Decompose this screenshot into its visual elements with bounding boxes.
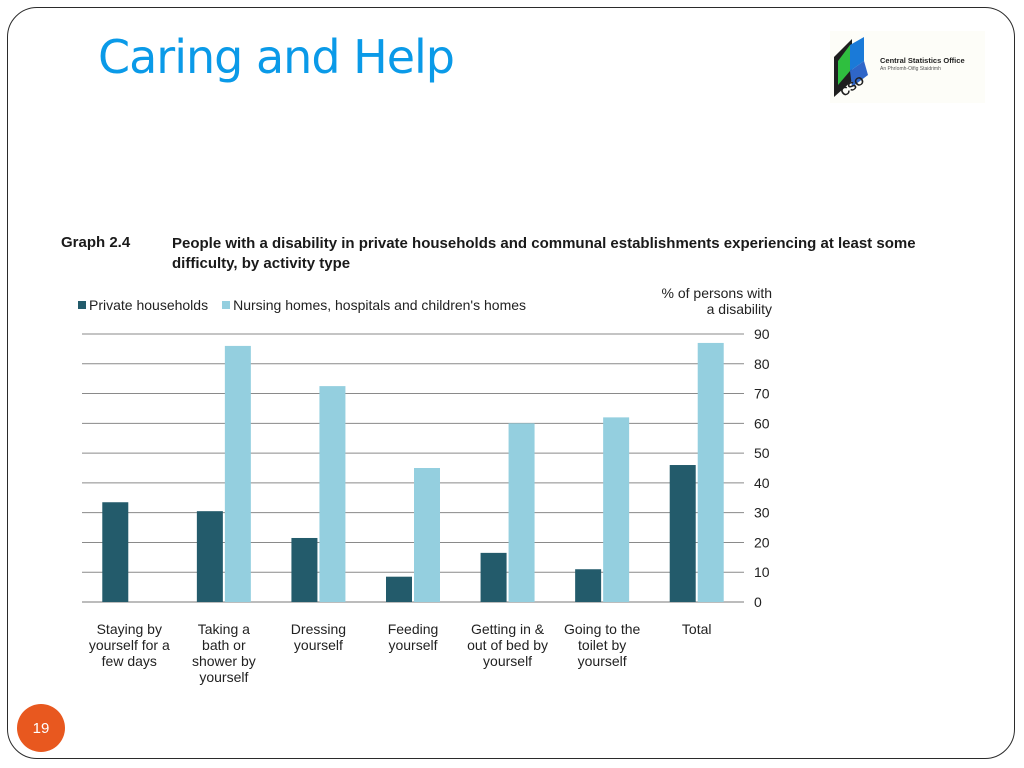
x-tick-label: Getting in & out of bed by yourself	[467, 621, 548, 669]
x-tick-label: Staying by yourself for a few days	[89, 621, 170, 669]
bar-nursing-homes	[603, 417, 630, 602]
bar-nursing-homes	[508, 423, 535, 602]
chart-legend: Private households Nursing homes, hospit…	[78, 297, 540, 313]
y-tick-label: 40	[754, 475, 770, 491]
y-tick-label: 80	[754, 356, 770, 372]
y-tick-label: 0	[754, 594, 762, 610]
x-tick-label: Going to the toilet by yourself	[564, 621, 640, 669]
bar-private-households	[102, 502, 129, 602]
legend-item-nursing: Nursing homes, hospitals and children's …	[222, 297, 526, 313]
legend-label-private: Private households	[89, 297, 209, 313]
cso-logo-mark: CSO	[834, 37, 868, 99]
bar-nursing-homes	[697, 342, 724, 602]
y-tick-label: 90	[754, 326, 770, 342]
x-tick-label: Feeding yourself	[388, 621, 439, 653]
y-axis-unit-line-2: a disability	[706, 301, 772, 317]
slide-title: Caring and Help	[98, 30, 455, 84]
y-tick-label: 30	[754, 505, 770, 521]
slide-frame	[7, 7, 1015, 759]
graph-label: Graph 2.4	[61, 234, 131, 251]
page-number-badge: 19	[17, 704, 65, 752]
graph-title: People with a disability in private hous…	[172, 235, 916, 272]
y-tick-label: 50	[754, 445, 770, 461]
legend-item-private: Private households	[78, 297, 208, 313]
y-axis-unit-label: % of persons with a disability	[662, 285, 773, 317]
x-tick-label: Taking a bath or shower by yourself	[192, 621, 256, 685]
y-tick-label: 20	[754, 534, 770, 550]
logo-subtitle: An Phríomh-Oifig Staidrimh	[880, 66, 941, 72]
y-tick-label: 10	[754, 564, 770, 580]
bar-private-households	[480, 552, 507, 602]
legend-label-nursing: Nursing homes, hospitals and children's …	[233, 297, 527, 313]
x-tick-label: Total	[682, 621, 712, 637]
bar-private-households	[575, 569, 602, 602]
y-tick-label: 70	[754, 386, 770, 402]
bar-nursing-homes	[414, 468, 440, 602]
legend-swatch-nursing	[222, 301, 231, 309]
cso-logo: CSO Central Statistics Office An Phríomh…	[830, 31, 985, 103]
bar-nursing-homes	[319, 386, 346, 602]
bar-private-households	[291, 537, 318, 602]
y-tick-label: 60	[754, 415, 770, 431]
bar-nursing-homes	[224, 345, 251, 602]
x-tick-label: Dressing yourself	[291, 621, 346, 653]
bar-private-households	[669, 465, 696, 602]
bar-private-households	[386, 576, 412, 602]
logo-name: Central Statistics Office	[880, 56, 965, 65]
legend-swatch-private	[78, 301, 86, 309]
y-axis-unit-line-1: % of persons with	[661, 285, 773, 301]
bar-private-households	[196, 511, 223, 602]
